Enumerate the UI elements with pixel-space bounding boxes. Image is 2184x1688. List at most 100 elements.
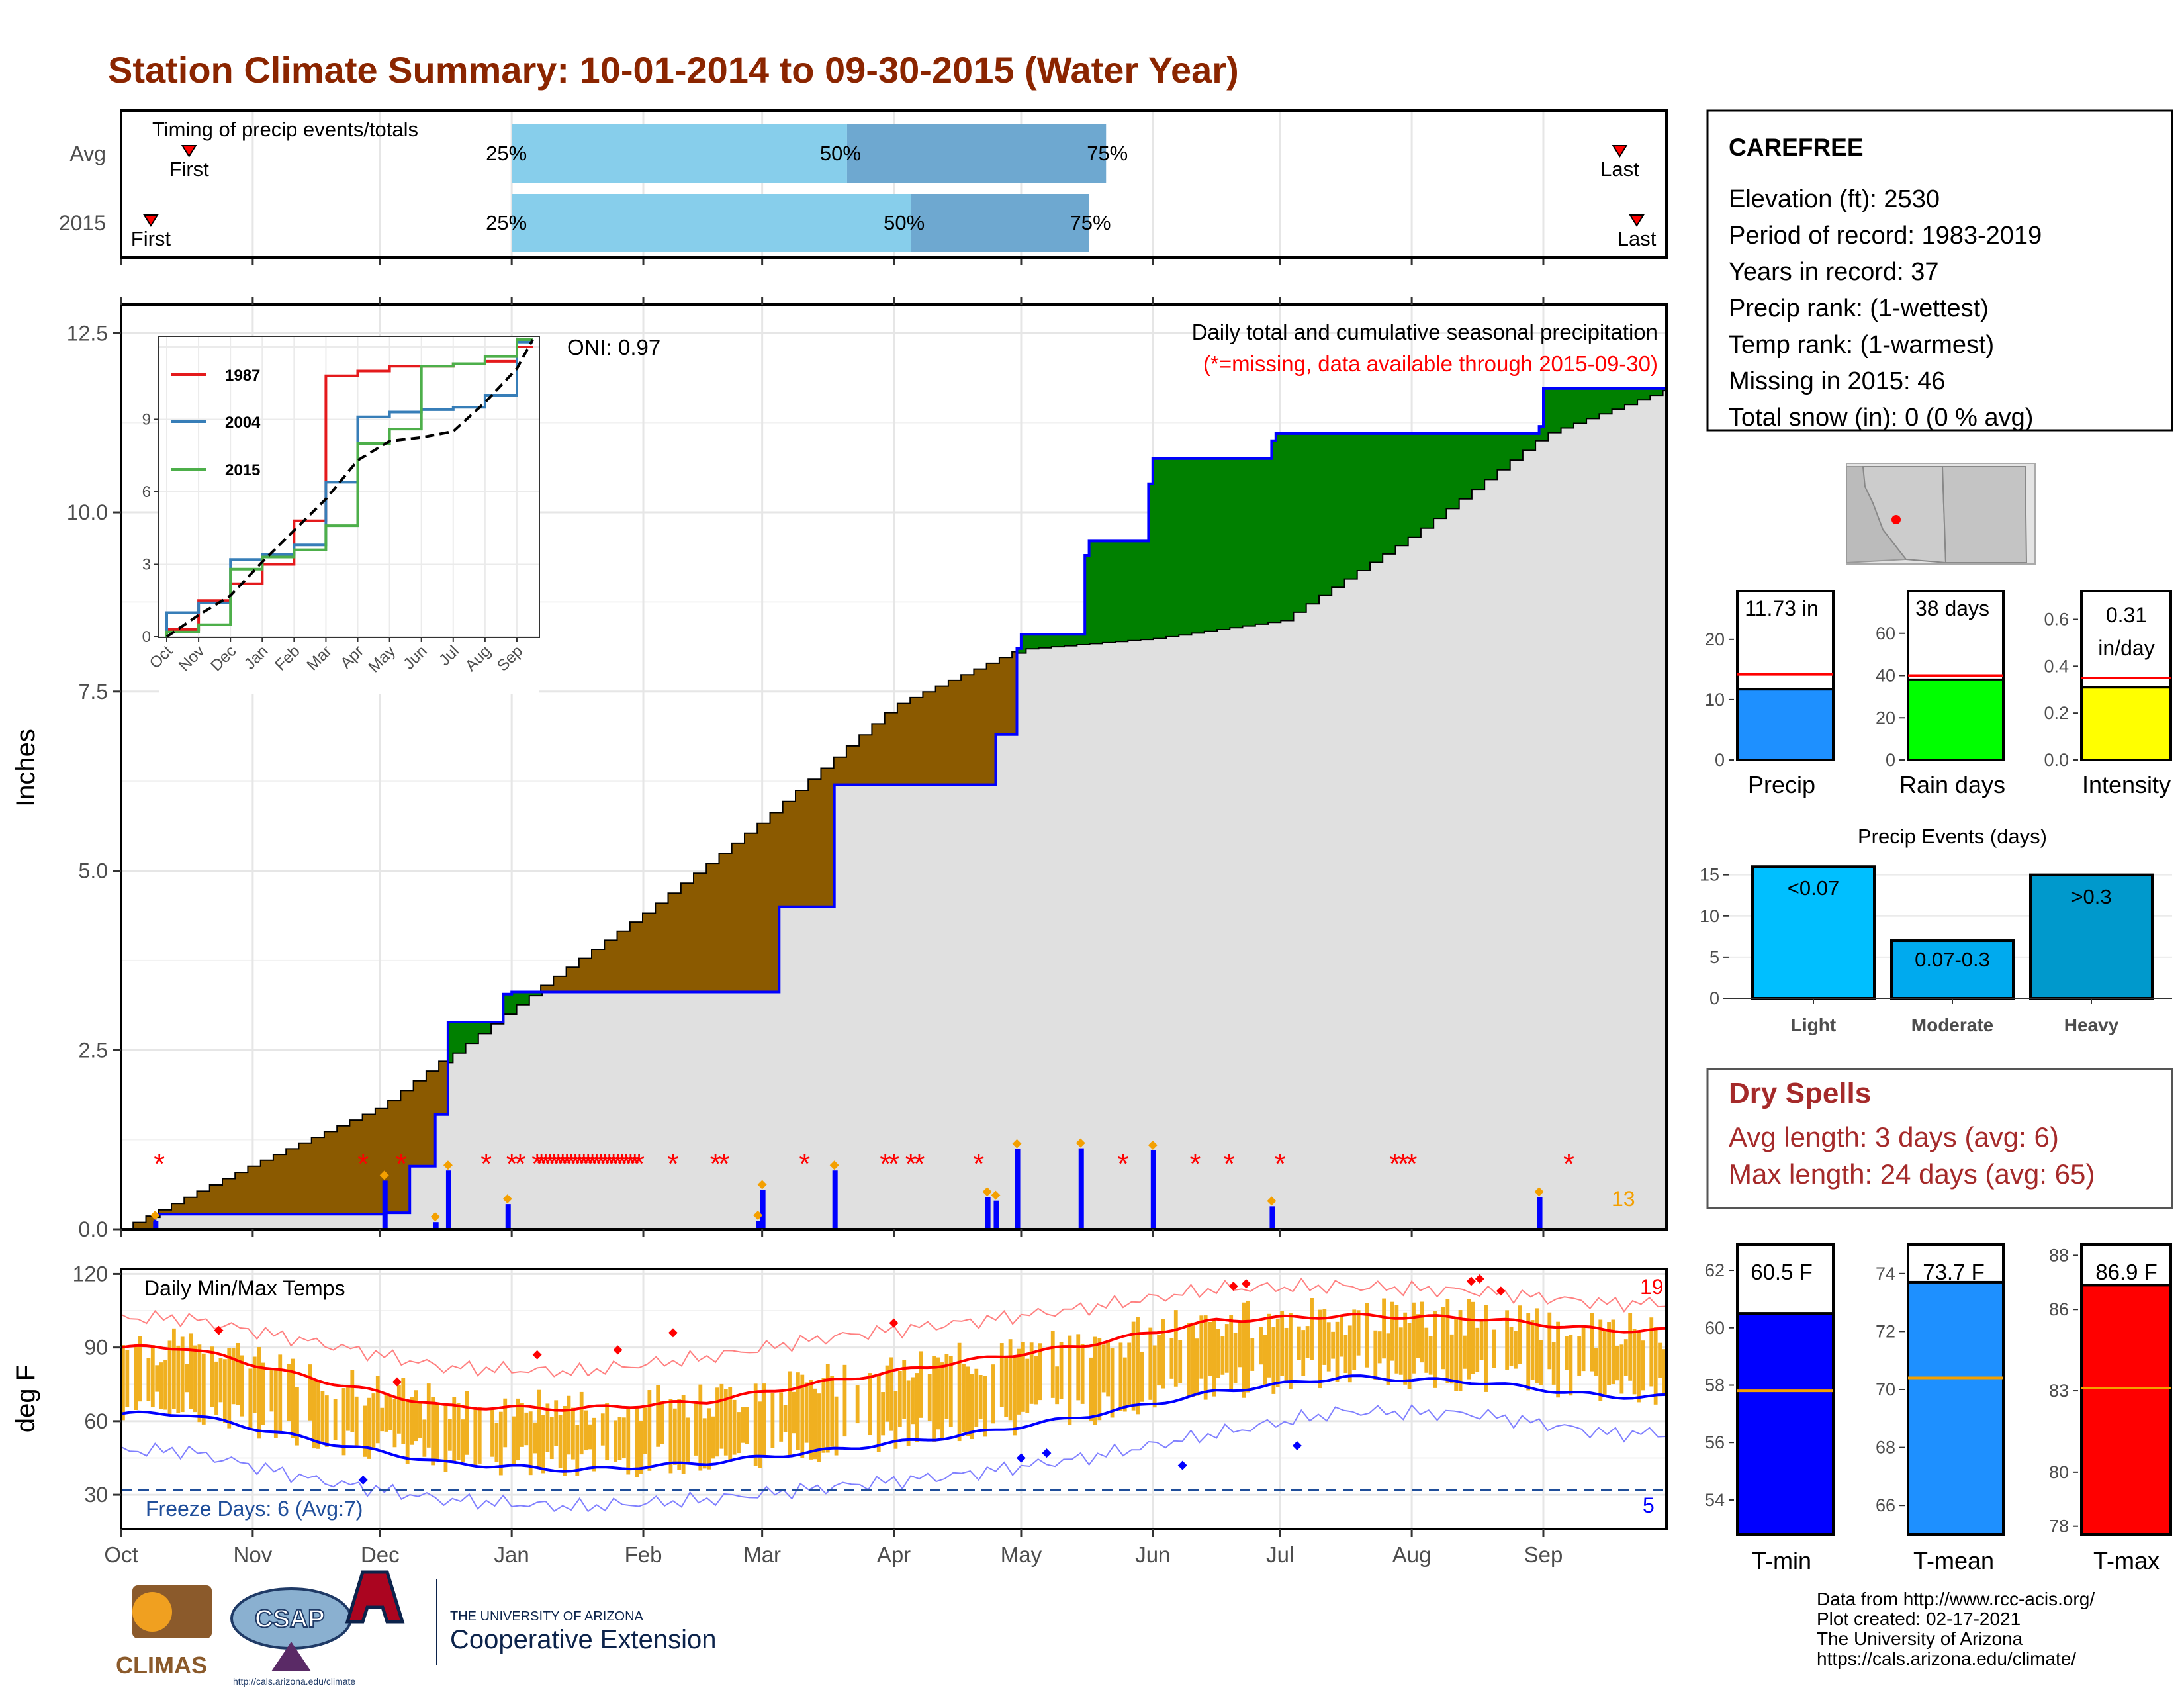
daily-temp-bar [227,1348,232,1429]
ua-a-icon [345,1570,405,1624]
daily-temp-bar [558,1415,563,1468]
daily-temp-bar [711,1416,715,1459]
climas-sun-icon [132,1592,172,1632]
daily-precip-bars [153,1148,1543,1229]
daily-temp-bar [999,1343,1004,1407]
record-high-marker [1496,1286,1506,1296]
daily-temp-bar [668,1399,673,1474]
average-max-line [120,1312,1667,1412]
daily-temp-bar [345,1387,350,1431]
daily-temp-bar [1356,1310,1361,1356]
missing-marker: * [396,1148,407,1180]
temp-y-axis: 30 60 90 120 [73,1262,121,1507]
daily-temp-bar [1590,1313,1594,1372]
daily-temp-bar [350,1370,355,1432]
record-low-marker [358,1475,368,1485]
daily-temp-bar [1034,1356,1038,1405]
daily-temp-bar [1403,1312,1408,1385]
daily-temp-bar [1577,1336,1582,1376]
missing-marker: * [536,1148,547,1180]
missing-marker: * [600,1148,611,1180]
stat-label-precip: Precip [1748,771,1815,798]
daily-temp-bar [579,1391,584,1455]
daily-temp-bar [1140,1351,1144,1402]
missing-marker: * [1406,1148,1418,1180]
daily-temp-bar [1398,1327,1403,1375]
temp-stat-ytick-label: 86 [2049,1299,2069,1319]
daily-temp-bar [189,1333,193,1409]
daily-temp-bar [1271,1327,1276,1394]
events-label-moderate: Moderate [1911,1015,1993,1035]
stat-ytick-label: 0.4 [2044,656,2069,676]
timing-first-marker [143,214,159,227]
precip-ytick-label: 10.0 [67,500,108,524]
stat-ytick-label: 0 [1715,750,1725,770]
stat-ytick-label: 0.2 [2044,703,2069,723]
temp-ytick-label: 30 [84,1483,108,1507]
daily-temp-bar [312,1378,316,1449]
precip-event-marker [1148,1140,1158,1150]
month-label: Jan [494,1542,529,1567]
daily-temp-bar [1326,1322,1331,1372]
daily-temp-bar [817,1393,821,1462]
missing-markers: * * * * ** * * ** * ** ** * * * * * *** *****************… [154,1148,1574,1180]
daily-temp-bar [1191,1322,1195,1397]
daily-precip-bar [993,1200,999,1229]
inset-line-2015 [165,338,533,637]
daily-temp-bar [1581,1325,1586,1372]
missing-marker: * [880,1148,891,1180]
daily-temp-bar [600,1413,605,1446]
daily-temp-bar [1649,1317,1654,1387]
daily-temp-bar [621,1417,626,1458]
daily-temp-bar [549,1417,554,1460]
daily-temp-bar [677,1399,682,1470]
month-label: May [1001,1542,1042,1567]
daily-temp-bar [1433,1311,1437,1388]
daily-temp-bar [1615,1345,1619,1381]
daily-temp-bar [1195,1338,1199,1396]
csap-mountain-icon [271,1642,311,1671]
daily-temp-bar [1505,1310,1510,1370]
record-high-marker [1475,1274,1484,1284]
daily-temp-bar [121,1345,125,1421]
daily-temp-bar [1492,1329,1496,1368]
daily-temp-bar [1467,1299,1471,1380]
daily-temp-bar [1038,1343,1042,1401]
month-axis: Oct Nov Dec Jan Feb Mar Apr May Jun Jul Aug Sep [104,1529,1563,1567]
daily-temp-bar [269,1370,274,1412]
stat-bar [1907,678,2005,761]
record-low-marker [1177,1460,1187,1470]
timing-frame [120,109,1668,259]
month-label: Jun [1135,1542,1170,1567]
daily-temp-bar [1535,1308,1539,1383]
daily-temp-bar [320,1391,325,1442]
temp-label-tmin: T-min [1752,1547,1811,1574]
daily-temp-bar [702,1418,707,1469]
missing-marker: * [633,1148,645,1180]
station-years: Years in record: 37 [1729,258,1939,286]
daily-temp-bar [1076,1334,1081,1401]
precip-event-marker [443,1160,453,1170]
daily-temp-bar [1136,1317,1140,1415]
daily-temp-bar [1484,1305,1488,1392]
timing-row-2015-label: 2015 [59,211,106,235]
daily-temp-bar [401,1378,406,1444]
daily-temp-bar [405,1400,410,1464]
stat-value-precip: 11.73 in [1745,596,1819,620]
daily-temp-bar [155,1365,159,1392]
daily-temp-bar [1373,1330,1378,1380]
daily-temp-bar [222,1359,227,1423]
temp-stat-ytick-label: 78 [2049,1517,2069,1536]
daily-temp-bar [753,1383,758,1466]
stat-ytick-label: 0.0 [2044,750,2069,770]
daily-temp-bar [125,1350,130,1407]
daily-temp-bar [473,1407,478,1466]
missing-marker: * [1224,1148,1235,1180]
page-title: Station Climate Summary: 10-01-2014 to 0… [108,49,1239,91]
daily-temp-bar [660,1401,664,1444]
daily-temp-bar [1148,1327,1153,1400]
timing-first-label: First [169,158,210,181]
daily-temp-bar [868,1373,872,1436]
